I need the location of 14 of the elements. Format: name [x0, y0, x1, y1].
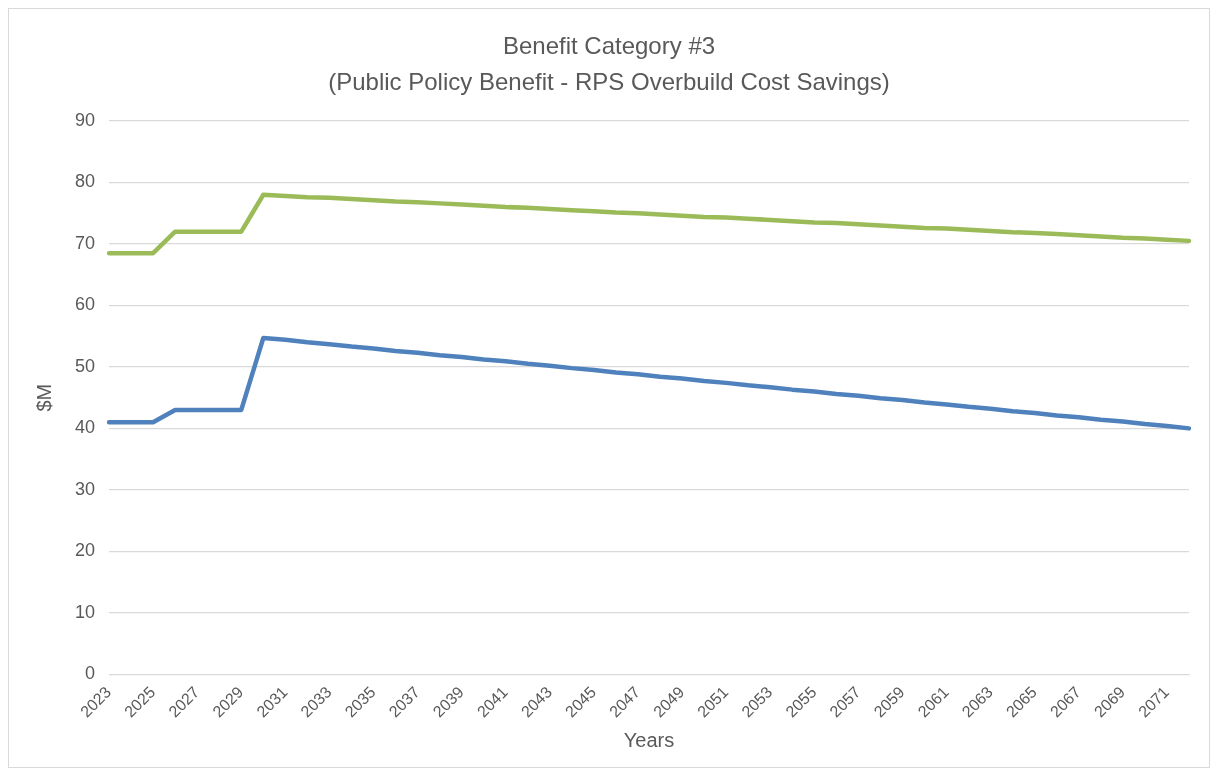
- y-axis-title: $M: [32, 383, 55, 412]
- y-tick-label: 30: [74, 478, 96, 499]
- y-tick-label: 80: [74, 171, 96, 192]
- y-tick-label: 20: [74, 540, 96, 561]
- y-tick-label: 90: [74, 109, 96, 130]
- y-tick-label: 70: [74, 232, 96, 253]
- y-tick-label: 60: [74, 294, 96, 315]
- y-tick-label: 40: [74, 417, 96, 438]
- y-tick-label: 10: [74, 601, 96, 622]
- chart-subtitle: (Public Policy Benefit - RPS Overbuild Cost Savings): [328, 67, 890, 95]
- x-axis-title: Years: [623, 728, 675, 751]
- y-tick-label: 0: [85, 663, 96, 684]
- y-tick-label: 50: [74, 355, 96, 376]
- chart-title: Benefit Category #3: [502, 31, 716, 59]
